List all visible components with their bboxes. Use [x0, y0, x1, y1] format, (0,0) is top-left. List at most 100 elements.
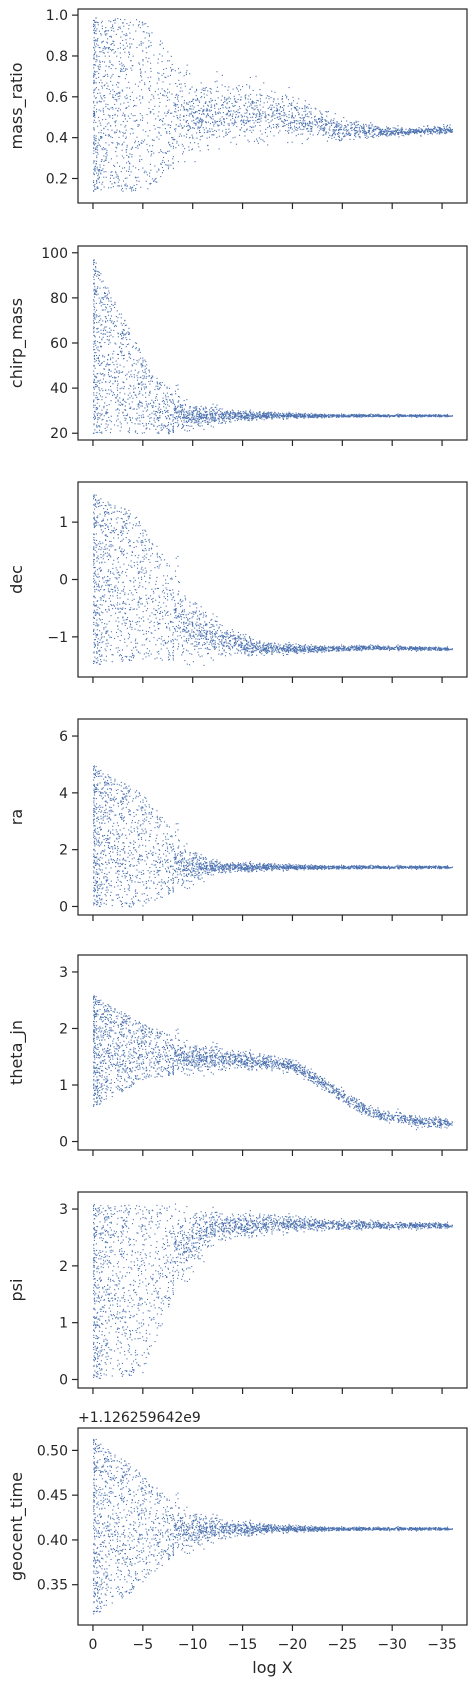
point [355, 120, 357, 122]
point [206, 421, 208, 423]
point [291, 132, 293, 134]
point [133, 374, 135, 376]
point [188, 146, 190, 148]
point [102, 111, 104, 113]
point [335, 125, 337, 127]
point [181, 423, 183, 425]
point [161, 400, 163, 402]
point [250, 103, 252, 105]
point [139, 377, 141, 379]
point [158, 111, 160, 113]
point [304, 413, 306, 415]
point [325, 111, 327, 113]
point [102, 107, 104, 109]
point [114, 131, 116, 133]
point [190, 421, 192, 423]
point [229, 411, 231, 413]
point [122, 64, 124, 66]
point [96, 408, 98, 410]
point [98, 342, 100, 344]
point [298, 107, 300, 109]
point [94, 358, 96, 360]
point [287, 142, 289, 144]
point [385, 134, 387, 136]
point [325, 124, 327, 126]
point [94, 30, 96, 32]
point [161, 411, 163, 413]
point [115, 172, 117, 174]
point [254, 125, 256, 127]
point [304, 126, 306, 128]
point [128, 168, 130, 170]
point [334, 122, 336, 124]
point [108, 47, 110, 49]
point [222, 112, 224, 114]
point [228, 413, 230, 415]
point [110, 309, 112, 311]
point [93, 327, 95, 329]
point [251, 417, 253, 419]
point [114, 182, 116, 184]
point [321, 125, 323, 127]
point [223, 416, 225, 418]
point [404, 132, 406, 134]
point [144, 407, 146, 409]
point [167, 88, 169, 90]
point [106, 404, 108, 406]
point [125, 374, 127, 376]
point [103, 333, 105, 335]
point [357, 134, 359, 136]
point [221, 123, 223, 125]
point [180, 418, 182, 420]
point [202, 121, 204, 123]
point [129, 417, 131, 419]
point [175, 105, 177, 107]
point [401, 415, 403, 417]
point [98, 170, 100, 172]
point [199, 117, 201, 119]
point [99, 287, 101, 289]
point [136, 408, 138, 410]
point [115, 316, 117, 318]
point [98, 364, 100, 366]
point [189, 430, 191, 432]
point [178, 423, 180, 425]
point [284, 415, 286, 417]
point [145, 131, 147, 133]
point [104, 148, 106, 150]
point [416, 132, 418, 134]
point [229, 98, 231, 100]
point [173, 102, 175, 104]
point [172, 416, 174, 418]
point [106, 295, 108, 297]
point [172, 156, 174, 158]
point [221, 84, 223, 86]
point [97, 144, 99, 146]
point [252, 103, 254, 105]
point [131, 91, 133, 93]
point [220, 422, 222, 424]
point [394, 130, 396, 132]
point [118, 412, 120, 414]
point [322, 123, 324, 125]
point [138, 169, 140, 171]
point [226, 117, 228, 119]
point [104, 97, 106, 99]
point [139, 423, 141, 425]
point [110, 389, 112, 391]
point [136, 375, 138, 377]
point [346, 134, 348, 136]
point [172, 431, 174, 433]
point [218, 108, 220, 110]
point [101, 309, 103, 311]
point [187, 417, 189, 419]
point [94, 113, 96, 115]
point [121, 338, 123, 340]
point [150, 155, 152, 157]
point [100, 318, 102, 320]
point [288, 114, 290, 116]
point [400, 130, 402, 132]
point [114, 376, 116, 378]
point [143, 377, 145, 379]
point [381, 415, 383, 417]
